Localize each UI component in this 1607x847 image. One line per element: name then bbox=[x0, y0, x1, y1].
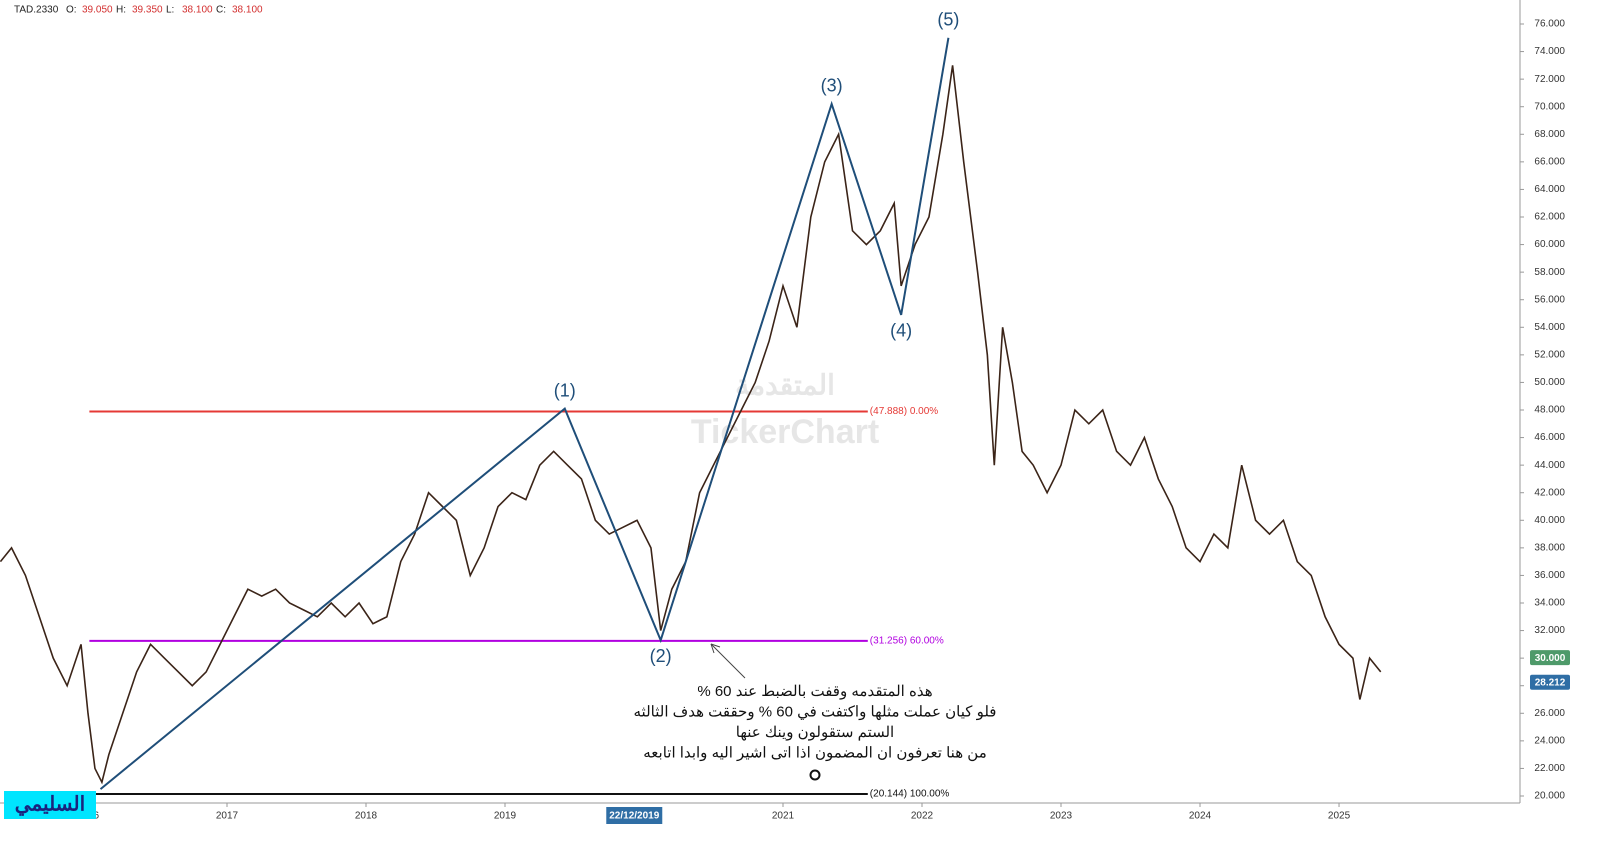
price-line bbox=[0, 65, 1382, 785]
wave-label: (5) bbox=[937, 10, 959, 30]
fib-label: (20.144) 100.00% bbox=[870, 789, 950, 800]
price-tag-label: 28.212 bbox=[1535, 677, 1566, 688]
y-tick-label: 38.000 bbox=[1534, 542, 1565, 553]
wave-label: (2) bbox=[650, 646, 672, 666]
y-tick-label: 56.000 bbox=[1534, 294, 1565, 305]
y-tick-label: 34.000 bbox=[1534, 598, 1565, 609]
author-badge: السليمي bbox=[15, 793, 85, 816]
x-tick-label: 2017 bbox=[216, 811, 239, 822]
y-tick-label: 22.000 bbox=[1534, 763, 1565, 774]
ohlc-key: C: bbox=[216, 5, 226, 16]
y-tick-label: 20.000 bbox=[1534, 791, 1565, 802]
fib-label: (31.256) 60.00% bbox=[870, 635, 944, 646]
y-tick-label: 40.000 bbox=[1534, 515, 1565, 526]
symbol: TAD.2330 bbox=[14, 5, 59, 16]
price-tag bbox=[1530, 650, 1570, 666]
ohlc-value: 39.050 bbox=[82, 5, 113, 16]
y-tick-label: 60.000 bbox=[1534, 239, 1565, 250]
annotation-line: فلو كيان عملت مثلها واكتفت في 60 % وحققت… bbox=[634, 703, 997, 720]
ohlc-key: H: bbox=[116, 5, 126, 16]
wave-line bbox=[99, 37, 950, 790]
crosshair-label: 22/12/2019 bbox=[609, 811, 659, 822]
annotation-line: هذه المتقدمه وقفت بالضبط عند 60 % bbox=[697, 683, 932, 700]
y-tick-label: 76.000 bbox=[1534, 19, 1565, 30]
y-tick-label: 48.000 bbox=[1534, 405, 1565, 416]
annotation-arrow bbox=[710, 643, 746, 679]
watermark: TickerChart bbox=[691, 413, 879, 451]
y-tick-label: 62.000 bbox=[1534, 212, 1565, 223]
price-tag bbox=[1530, 674, 1570, 690]
arrow-head bbox=[710, 643, 721, 654]
y-tick-label: 58.000 bbox=[1534, 267, 1565, 278]
y-tick-label: 50.000 bbox=[1534, 377, 1565, 388]
x-tick-label: 2022 bbox=[911, 811, 934, 822]
x-tick-label: 2021 bbox=[772, 811, 795, 822]
annotation-line: الستم ستقولون وينك عنها bbox=[736, 724, 894, 741]
y-tick-label: 46.000 bbox=[1534, 432, 1565, 443]
wave-label: (3) bbox=[821, 76, 843, 96]
annotation-line: من هنا تعرفون ان المضمون اذا اتى اشير ال… bbox=[643, 744, 987, 761]
watermark-arabic: المتقدمة bbox=[735, 369, 835, 400]
y-tick-label: 64.000 bbox=[1534, 184, 1565, 195]
annotation-dot bbox=[809, 769, 821, 781]
ohlc-value: 38.100 bbox=[232, 5, 263, 16]
y-tick-label: 36.000 bbox=[1534, 570, 1565, 581]
x-tick-label: 2019 bbox=[494, 811, 517, 822]
ohlc-key: L: bbox=[166, 5, 174, 16]
y-tick-label: 24.000 bbox=[1534, 735, 1565, 746]
price-tag-label: 30.000 bbox=[1535, 653, 1566, 664]
author-badge-box bbox=[4, 791, 96, 819]
y-tick-label: 66.000 bbox=[1534, 156, 1565, 167]
y-tick-label: 54.000 bbox=[1534, 322, 1565, 333]
ohlc-value: 38.100 bbox=[182, 5, 213, 16]
y-tick-label: 74.000 bbox=[1534, 46, 1565, 57]
ohlc-value: 39.350 bbox=[132, 5, 163, 16]
wave-label: (1) bbox=[554, 380, 576, 400]
crosshair-box bbox=[606, 807, 663, 824]
x-tick-label: 2018 bbox=[355, 811, 378, 822]
y-tick-label: 70.000 bbox=[1534, 101, 1565, 112]
y-tick-label: 44.000 bbox=[1534, 460, 1565, 471]
x-tick-label: 2024 bbox=[1189, 811, 1212, 822]
x-tick-label: 2025 bbox=[1328, 811, 1351, 822]
fib-label: (47.888) 0.00% bbox=[870, 406, 938, 417]
x-tick-label: 2023 bbox=[1050, 811, 1073, 822]
y-tick-label: 32.000 bbox=[1534, 625, 1565, 636]
ohlc-key: O: bbox=[66, 5, 77, 16]
y-tick-label: 26.000 bbox=[1534, 708, 1565, 719]
y-tick-label: 68.000 bbox=[1534, 129, 1565, 140]
wave-label: (4) bbox=[890, 321, 912, 341]
y-tick-label: 52.000 bbox=[1534, 349, 1565, 360]
y-tick-label: 42.000 bbox=[1534, 487, 1565, 498]
y-tick-label: 72.000 bbox=[1534, 74, 1565, 85]
